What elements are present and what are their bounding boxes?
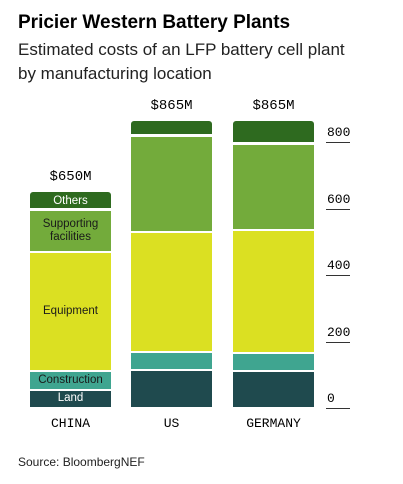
x-tick-label: US [163, 416, 180, 431]
total-label: $865M [150, 97, 193, 114]
tick-line [326, 341, 350, 343]
bar-segment [131, 120, 212, 134]
y-tick-label: 0 [327, 391, 335, 406]
segment-label: Construction [38, 374, 103, 387]
total-label: $865M [252, 97, 295, 114]
bar-segment [30, 372, 111, 389]
segment-label: Others [53, 194, 88, 207]
bar-segment [30, 192, 111, 209]
y-tick-label: 400 [327, 258, 351, 274]
total-label: $650M [49, 169, 92, 186]
bar-segment [233, 231, 314, 353]
bar-segment [233, 144, 314, 230]
tick-line [326, 408, 350, 409]
y-tick-label: 800 [327, 125, 351, 141]
bar-segment [131, 352, 212, 369]
segment-label: Supporting facilities [42, 218, 99, 244]
bar-segment [233, 354, 314, 371]
bar-segment [233, 120, 314, 142]
segment-label: Land [57, 392, 84, 405]
bar-segment [233, 372, 314, 407]
tick-line [326, 142, 350, 144]
segment-label: Equipment [43, 305, 98, 318]
tick-line [326, 208, 350, 210]
x-tick-label: GERMANY [246, 416, 301, 431]
source-note: Source: BloombergNEF [18, 455, 145, 469]
bar-segment [30, 252, 111, 371]
chart-subtitle: Estimated costs of an LFP battery cell p… [18, 40, 345, 83]
bar-segment [30, 390, 111, 407]
bar-segment [131, 232, 212, 351]
tick-line [326, 275, 350, 277]
bar-segment [131, 370, 212, 407]
y-tick-label: 600 [327, 191, 351, 207]
y-tick-label: 200 [327, 324, 351, 340]
bar-segment [131, 136, 212, 231]
chart-title: Pricier Western Battery Plants [18, 12, 291, 33]
bar-segment [30, 211, 111, 251]
x-tick-label: CHINA [50, 416, 90, 431]
